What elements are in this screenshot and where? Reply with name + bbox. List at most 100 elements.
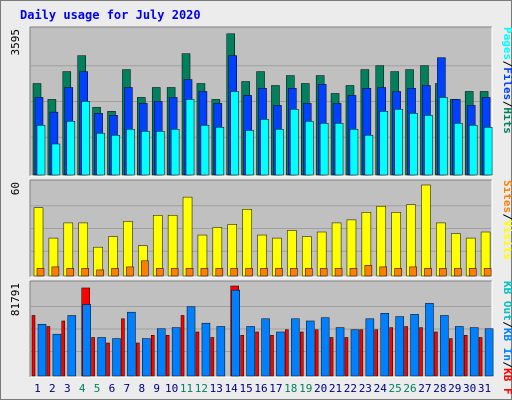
sites-bar (215, 268, 224, 277)
kbf-bar (389, 327, 393, 377)
legend-item: KB In (501, 328, 512, 361)
sites-bar (36, 268, 45, 277)
kbf-bar (91, 337, 95, 377)
kbf-bar (106, 342, 110, 377)
pages-bar (185, 99, 195, 176)
kbf-bar (404, 326, 408, 377)
legend-item: Sites (501, 180, 512, 213)
sites-bar (185, 268, 194, 277)
day-label: 30 (463, 382, 476, 395)
pages-bar (170, 129, 180, 176)
panel-1-ymax-label: 60 (9, 182, 22, 195)
legend-item: Files (501, 67, 512, 100)
day-label: 22 (344, 382, 357, 395)
pages-bar (424, 115, 433, 176)
sites-bar (111, 268, 119, 277)
sites-bar (349, 268, 358, 277)
kbin-bar (67, 315, 77, 377)
kbf-bar (165, 335, 170, 377)
kbin-bar (276, 331, 285, 377)
pages-bar (334, 123, 344, 176)
kbf-bar (121, 318, 125, 377)
day-label: 31 (478, 382, 491, 395)
day-label: 16 (254, 382, 267, 395)
sites-bar (230, 268, 238, 277)
legend-separator: / (501, 101, 512, 108)
kbin-bar (261, 318, 270, 377)
visits-bar (421, 184, 431, 277)
sites-bar (468, 268, 477, 277)
kbf-bar (255, 331, 259, 377)
legend-item: Pages (501, 27, 512, 60)
pages-bar (245, 130, 254, 176)
day-label: 19 (299, 382, 312, 395)
sites-bar (379, 266, 388, 277)
sites-bar (245, 268, 253, 277)
sites-bar (51, 266, 60, 277)
visits-bar (376, 205, 387, 277)
pages-bar (364, 134, 374, 176)
kbf-bar (270, 335, 274, 377)
panel-0-ymax-label: 3595 (9, 29, 22, 56)
day-label: 28 (433, 382, 446, 395)
day-label: 25 (389, 382, 402, 395)
visits-bar (331, 222, 342, 277)
visits-bar (242, 209, 252, 277)
day-label: 18 (284, 382, 297, 395)
pages-bar (96, 132, 105, 176)
kbf-bar (478, 337, 483, 377)
pages-bar (51, 143, 61, 176)
sites-bar (66, 268, 75, 277)
kbin-bar (469, 327, 479, 377)
kbin-bar (216, 326, 226, 377)
kbf-bar (61, 320, 66, 377)
day-label: 27 (418, 382, 431, 395)
panel-2-legend: KB Out/KB In/KB F (501, 281, 512, 395)
kbin-bar (484, 328, 494, 377)
sites-bar (96, 269, 104, 277)
kbin-bar (82, 304, 91, 377)
kbf-bar (344, 337, 349, 377)
kbf-bar (150, 335, 155, 377)
kbin-bar (380, 313, 390, 377)
pages-bar (260, 119, 269, 176)
pages-bar (468, 125, 478, 176)
pages-bar (483, 127, 493, 176)
kbin-bar (112, 338, 121, 377)
pages-bar (319, 123, 329, 176)
pages-bar (200, 125, 210, 176)
sites-bar (439, 268, 447, 277)
kbf-bar (463, 335, 468, 377)
kbin-bar (201, 322, 211, 377)
day-label: 6 (109, 382, 116, 395)
kbin-bar (306, 320, 315, 377)
kbf-bar (195, 331, 200, 377)
sites-bar (483, 268, 492, 277)
kbf-bar (136, 342, 140, 377)
kbin-bar (171, 327, 181, 377)
day-label: 24 (374, 382, 388, 395)
chart-title: Daily usage for July 2020 (20, 8, 201, 22)
legend-separator: / (501, 214, 512, 221)
day-label: 11 (180, 382, 193, 395)
pages-bar (141, 130, 150, 176)
kbf-bar (449, 338, 453, 377)
kbin-bar (52, 333, 62, 377)
pages-bar (36, 125, 46, 176)
visits-bar (346, 219, 357, 277)
visits-bar (436, 222, 446, 277)
kbin-bar (410, 314, 419, 377)
pages-bar (275, 129, 284, 176)
pages-bar (409, 113, 418, 176)
kbf-bar (46, 326, 51, 377)
sites-bar (141, 260, 149, 277)
visits-bar (33, 207, 44, 277)
legend-separator: / (501, 61, 512, 68)
kbin-bar (350, 329, 360, 377)
kbf-bar (314, 329, 319, 377)
kbf-bar (210, 337, 215, 377)
day-label: 20 (314, 382, 327, 395)
day-label: 7 (124, 382, 131, 395)
kbin-bar (455, 326, 464, 377)
